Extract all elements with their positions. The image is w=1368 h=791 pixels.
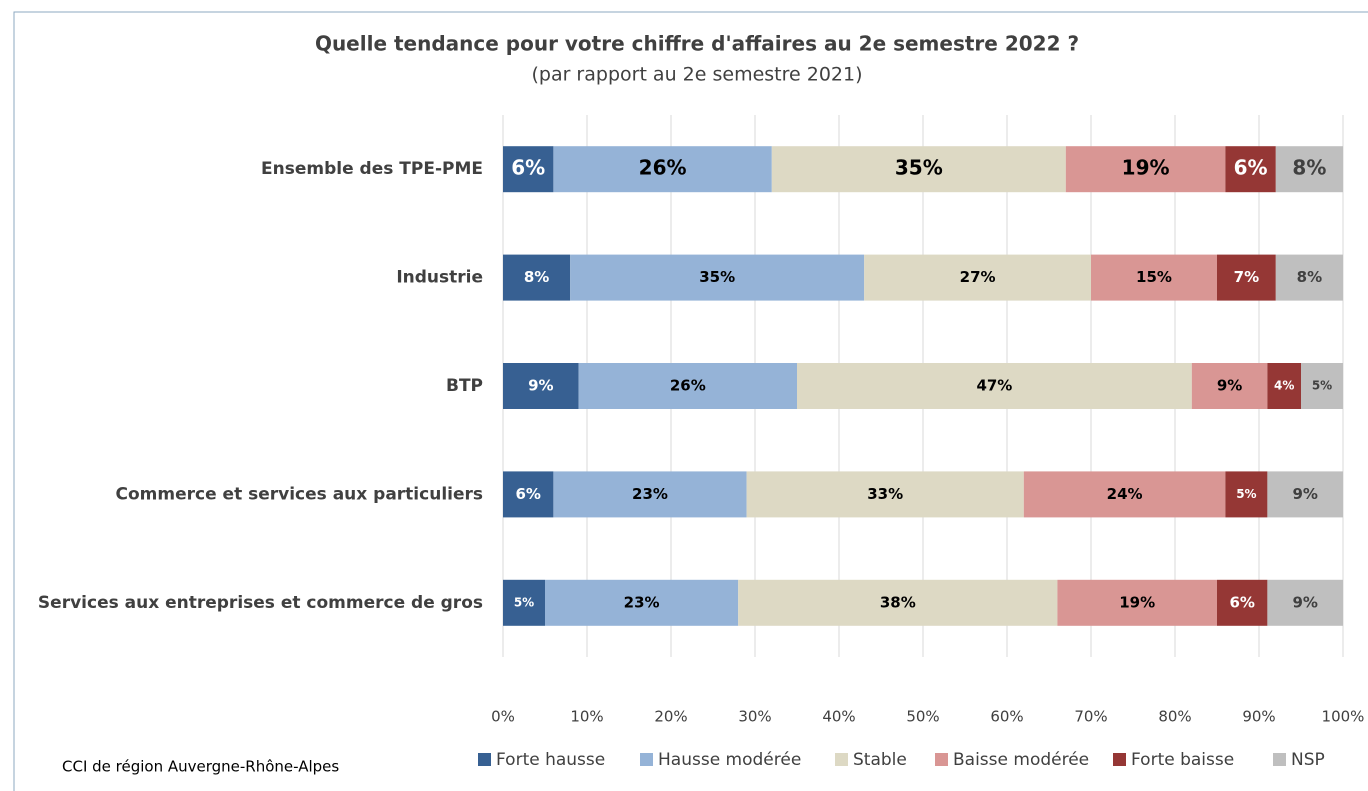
x-tick-label: 20% (654, 708, 687, 726)
data-label: 8% (1292, 156, 1326, 180)
data-label: 33% (867, 485, 903, 503)
x-tick-label: 100% (1322, 708, 1365, 726)
data-label: 26% (639, 156, 687, 180)
bar-segment (503, 254, 571, 301)
bar-segment (1217, 579, 1268, 626)
bar-segment (1267, 363, 1301, 409)
data-label: 47% (976, 377, 1012, 395)
chart-subtitle: (par rapport au 2e semestre 2021) (531, 64, 862, 86)
y-tick-label: Services aux entreprises et commerce de … (38, 593, 483, 613)
legend-label: NSP (1291, 750, 1325, 770)
data-label: 8% (524, 268, 549, 286)
legend-label: Stable (853, 750, 907, 770)
bar-segment (1267, 471, 1343, 518)
x-tick-label: 70% (1074, 708, 1107, 726)
bar-segment (738, 579, 1058, 626)
bar-segment (1225, 471, 1268, 518)
data-label: 9% (1217, 377, 1242, 395)
data-label: 6% (515, 485, 540, 503)
y-tick-label: Ensemble des TPE-PME (261, 159, 483, 179)
bar-segment (503, 579, 545, 626)
data-label: 7% (1234, 268, 1259, 286)
legend-swatch (1113, 753, 1126, 766)
x-tick-label: 60% (990, 708, 1023, 726)
data-label: 24% (1107, 485, 1143, 503)
data-label: 23% (624, 593, 660, 611)
chart-title: Quelle tendance pour votre chiffre d'aff… (315, 32, 1079, 56)
legend-swatch (640, 753, 653, 766)
bar-segment (503, 471, 554, 518)
y-tick-label: Commerce et services aux particuliers (116, 484, 483, 504)
legend-swatch (935, 753, 948, 766)
bar-segment (503, 146, 554, 193)
x-tick-label: 10% (570, 708, 603, 726)
bar-segment (1065, 146, 1226, 193)
legend-swatch (835, 753, 848, 766)
legend-label: Forte baisse (1131, 750, 1234, 770)
data-label: 6% (1234, 156, 1268, 180)
bar-segment (1217, 254, 1276, 301)
bar-segment (545, 579, 739, 626)
data-label: 6% (1229, 593, 1254, 611)
bar-segment (797, 363, 1192, 409)
bar-segment (503, 363, 579, 409)
bar-segment (1275, 146, 1343, 193)
x-tick-label: 90% (1242, 708, 1275, 726)
data-label: 26% (670, 377, 706, 395)
bar-segment (1191, 363, 1268, 409)
data-label: 5% (1236, 487, 1256, 501)
bar-segment (1023, 471, 1226, 518)
data-label: 19% (1122, 156, 1170, 180)
x-tick-label: 50% (906, 708, 939, 726)
x-tick-label: 40% (822, 708, 855, 726)
x-tick-label: 30% (738, 708, 771, 726)
data-label: 15% (1136, 268, 1172, 286)
bar-segment (1301, 363, 1343, 409)
legend-swatch (1273, 753, 1286, 766)
data-label: 4% (1274, 379, 1294, 393)
legend-label: Baisse modérée (953, 750, 1089, 770)
legend-label: Forte hausse (496, 750, 605, 770)
data-label: 9% (1292, 485, 1317, 503)
data-label: 6% (511, 156, 545, 180)
bar-segment (864, 254, 1091, 301)
data-label: 35% (895, 156, 943, 180)
source: CCI de région Auvergne-Rhône-Alpes (62, 758, 339, 776)
bar-segment (578, 363, 797, 409)
x-tick-label: 80% (1158, 708, 1191, 726)
bar-segment (1225, 146, 1276, 193)
bar-segment (570, 254, 865, 301)
y-tick-label: BTP (446, 376, 483, 396)
bar-segment (746, 471, 1024, 518)
bar-segment (771, 146, 1066, 193)
legend-label: Hausse modérée (658, 750, 801, 770)
bar-segment (553, 146, 772, 193)
bar-segment (1275, 254, 1343, 301)
data-label: 5% (514, 595, 534, 609)
x-tick-label: 0% (491, 708, 515, 726)
y-tick-label: Industrie (396, 268, 483, 288)
data-label: 9% (528, 377, 553, 395)
data-label: 8% (1297, 268, 1322, 286)
data-label: 19% (1119, 593, 1155, 611)
data-label: 5% (1312, 379, 1332, 393)
data-label: 35% (699, 268, 735, 286)
data-label: 38% (880, 593, 916, 611)
bar-segment (1267, 579, 1343, 626)
legend-swatch (478, 753, 491, 766)
data-label: 27% (960, 268, 996, 286)
bar-segment (1091, 254, 1217, 301)
bar-segment (553, 471, 747, 518)
data-label: 9% (1292, 593, 1317, 611)
bar-segment (1057, 579, 1217, 626)
data-label: 23% (632, 485, 668, 503)
